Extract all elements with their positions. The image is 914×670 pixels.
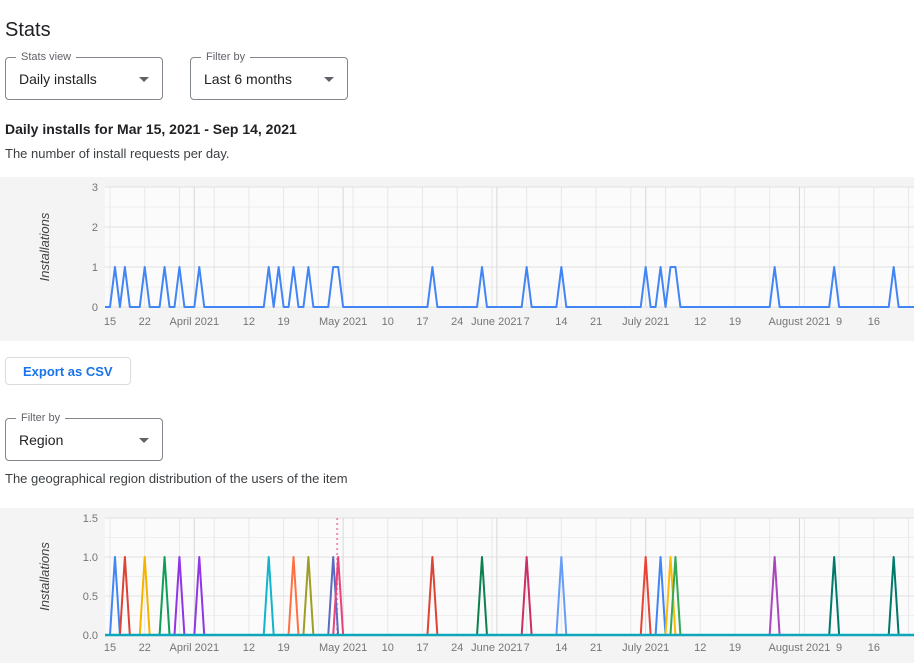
region-description: The geographical region distribution of … <box>5 471 348 486</box>
svg-text:2: 2 <box>92 222 98 234</box>
svg-text:21: 21 <box>590 316 602 328</box>
export-csv-button[interactable]: Export as CSV <box>5 357 131 385</box>
stats-view-value: Daily installs <box>19 70 97 87</box>
page-title: Stats <box>5 19 51 42</box>
svg-text:0.0: 0.0 <box>83 630 98 642</box>
dropdown-arrow-icon <box>139 437 149 443</box>
svg-text:Installations: Installations <box>37 542 52 611</box>
svg-text:24: 24 <box>451 642 463 654</box>
svg-text:22: 22 <box>139 642 151 654</box>
period-filter-value: Last 6 months <box>204 70 292 87</box>
svg-text:15: 15 <box>104 316 116 328</box>
svg-text:14: 14 <box>555 316 567 328</box>
svg-text:1.5: 1.5 <box>83 513 98 525</box>
svg-text:9: 9 <box>836 642 842 654</box>
svg-text:21: 21 <box>590 642 602 654</box>
svg-text:22: 22 <box>139 316 151 328</box>
svg-text:12: 12 <box>243 642 255 654</box>
region-chart-container: 0.0 0.5 1.0 1.5 15 22 April 2021 12 19 May 2021 10… <box>0 508 914 663</box>
svg-text:19: 19 <box>729 642 741 654</box>
daily-installs-description: The number of install requests per day. <box>5 146 230 161</box>
dropdown-arrow-icon <box>324 76 334 82</box>
svg-text:15: 15 <box>104 642 116 654</box>
svg-text:April 2021: April 2021 <box>170 642 220 654</box>
period-filter-select[interactable]: Filter by Last 6 months <box>190 51 348 100</box>
svg-text:1.0: 1.0 <box>83 552 98 564</box>
svg-text:1: 1 <box>92 262 98 274</box>
svg-text:June 2021: June 2021 <box>471 642 522 654</box>
period-filter-label: Filter by <box>201 51 251 64</box>
region-chart: 0.0 0.5 1.0 1.5 15 22 April 2021 12 19 May 2021 10… <box>37 513 914 654</box>
svg-text:July 2021: July 2021 <box>622 316 669 328</box>
svg-text:19: 19 <box>277 642 289 654</box>
svg-text:April 2021: April 2021 <box>170 316 220 328</box>
svg-text:May 2021: May 2021 <box>319 316 367 328</box>
svg-text:12: 12 <box>694 642 706 654</box>
svg-text:Installations: Installations <box>37 212 52 281</box>
svg-text:9: 9 <box>836 316 842 328</box>
daily-installs-chart-container: 0 1 2 3 15 22 April 2021 12 19 May 2021 10 17 24 June… <box>0 177 914 341</box>
svg-text:July 2021: July 2021 <box>622 642 669 654</box>
svg-text:3: 3 <box>92 182 98 194</box>
svg-text:16: 16 <box>868 316 880 328</box>
region-filter-label: Filter by <box>16 412 66 425</box>
svg-text:7: 7 <box>524 642 530 654</box>
svg-text:7: 7 <box>524 316 530 328</box>
svg-text:0: 0 <box>92 302 98 314</box>
stats-view-select[interactable]: Stats view Daily installs <box>5 51 163 100</box>
dropdown-arrow-icon <box>139 76 149 82</box>
stats-view-label: Stats view <box>16 51 77 64</box>
region-filter-select[interactable]: Filter by Region <box>5 412 163 461</box>
svg-text:12: 12 <box>694 316 706 328</box>
svg-text:17: 17 <box>416 642 428 654</box>
svg-text:June 2021: June 2021 <box>471 316 522 328</box>
svg-text:19: 19 <box>277 316 289 328</box>
svg-text:May 2021: May 2021 <box>319 642 367 654</box>
svg-text:August 2021: August 2021 <box>769 316 831 328</box>
svg-text:10: 10 <box>382 316 394 328</box>
svg-text:19: 19 <box>729 316 741 328</box>
svg-text:August 2021: August 2021 <box>769 642 831 654</box>
svg-text:12: 12 <box>243 316 255 328</box>
svg-text:16: 16 <box>868 642 880 654</box>
svg-text:24: 24 <box>451 316 463 328</box>
svg-text:17: 17 <box>416 316 428 328</box>
daily-installs-heading: Daily installs for Mar 15, 2021 - Sep 14… <box>5 121 297 137</box>
svg-text:10: 10 <box>382 642 394 654</box>
svg-text:0.5: 0.5 <box>83 591 98 603</box>
svg-text:14: 14 <box>555 642 567 654</box>
region-filter-value: Region <box>19 431 64 448</box>
